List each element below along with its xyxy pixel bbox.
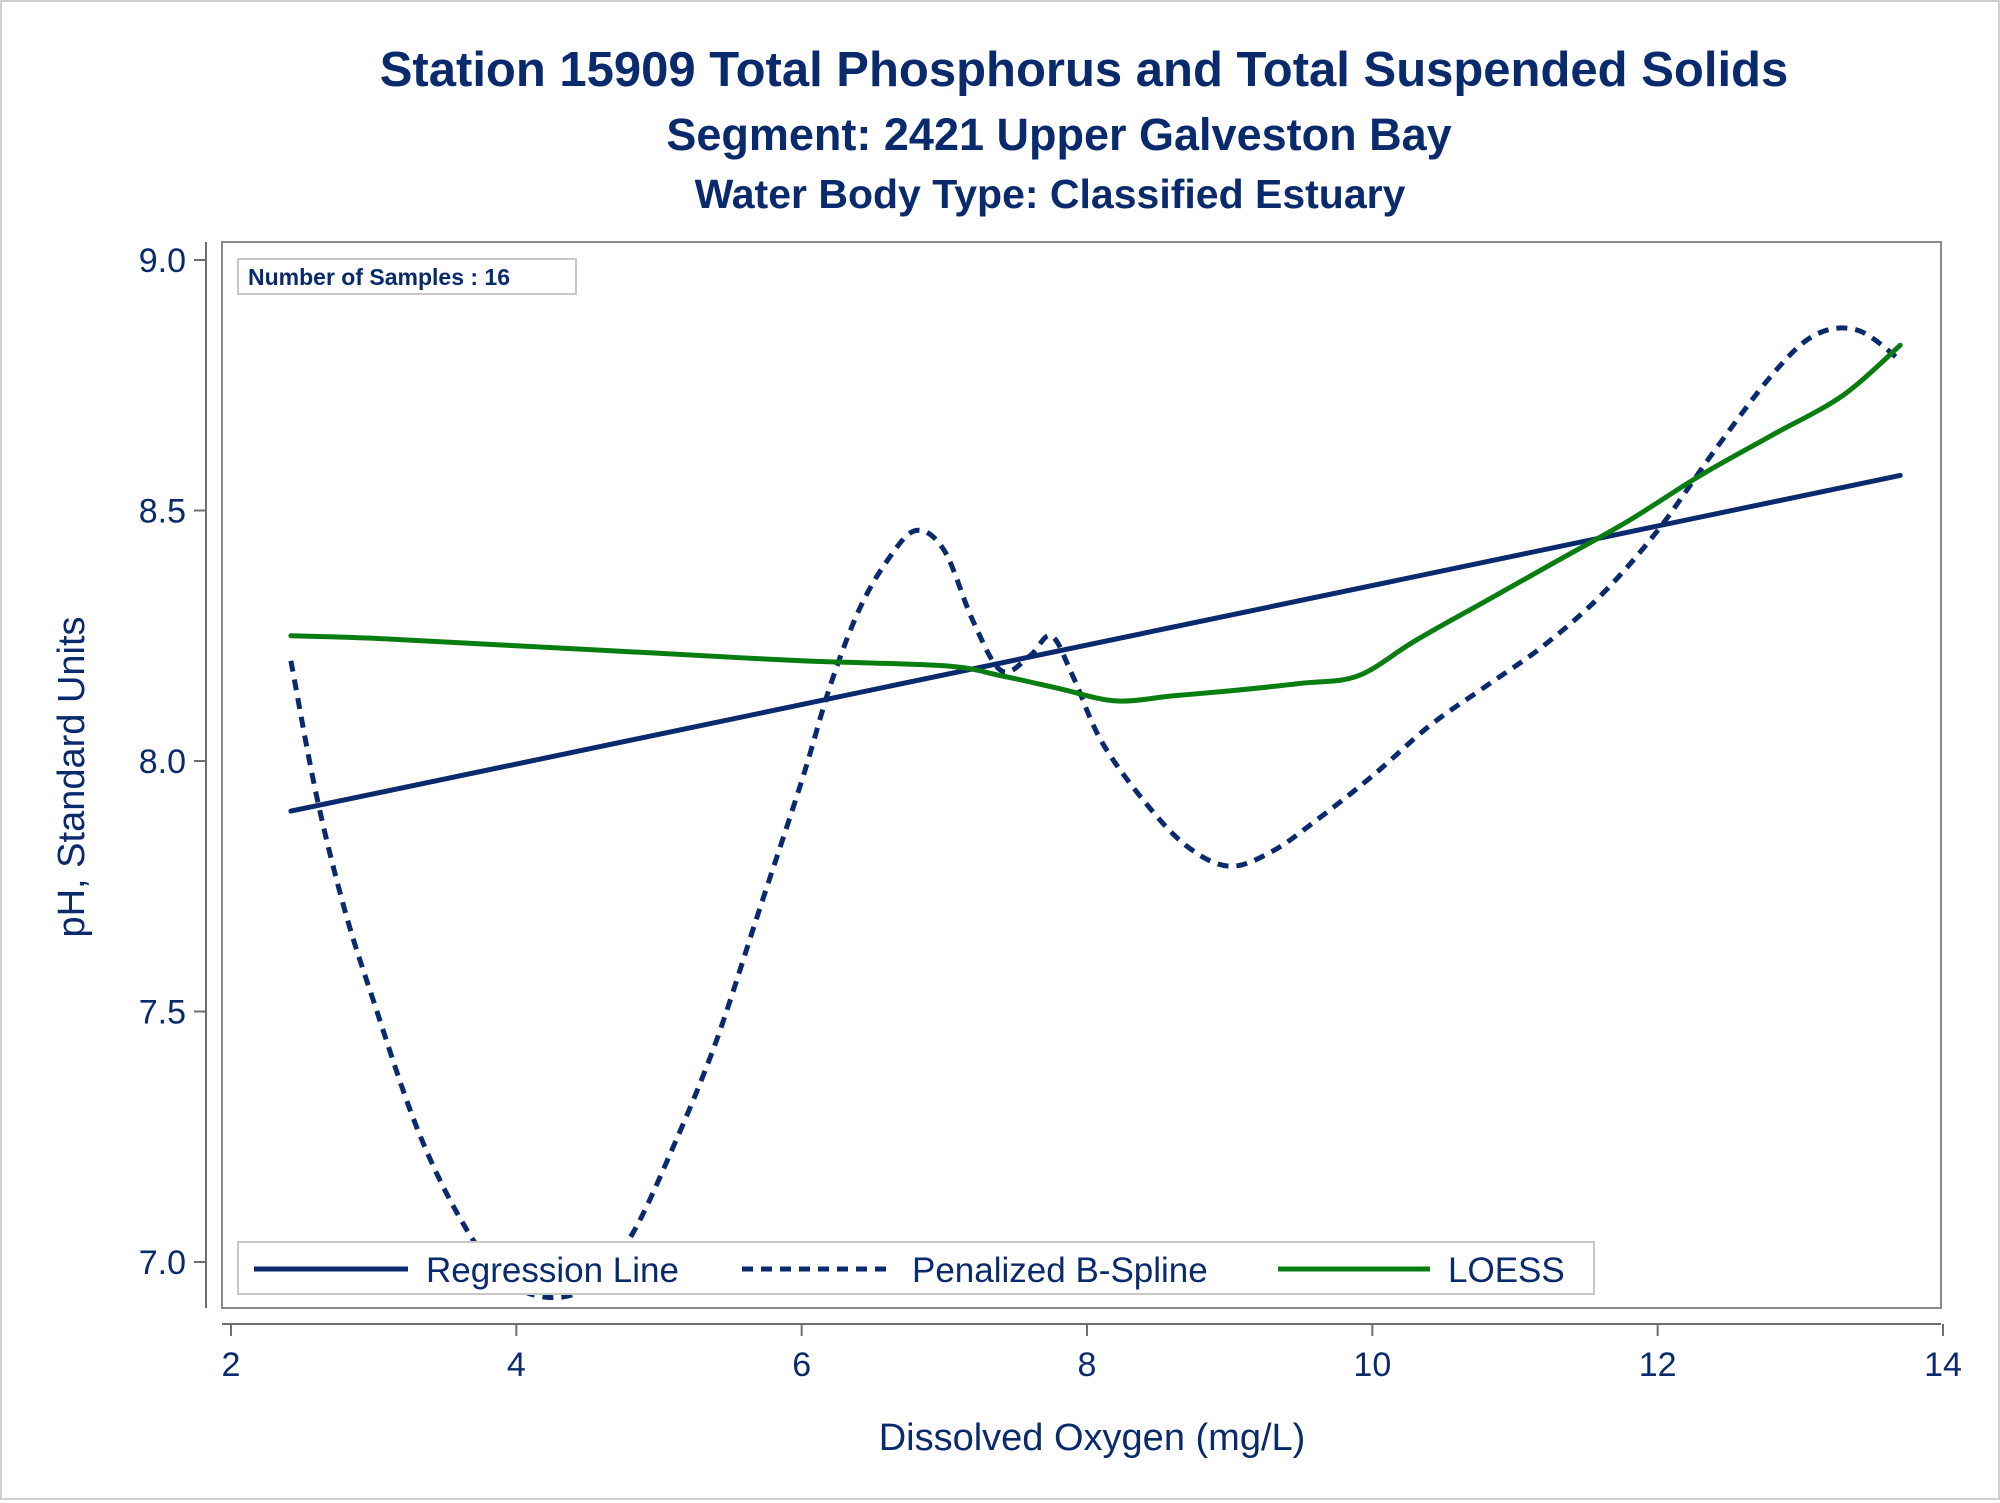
x-tick-label: 12: [1639, 1346, 1677, 1384]
plot-area: [221, 241, 1942, 1309]
y-tick-label: 8.0: [139, 743, 186, 781]
chart-title: Station 15909 Total Phosphorus and Total…: [380, 43, 1789, 97]
y-tick-label: 7.0: [139, 1244, 186, 1282]
y-axis: 7.0 7.5 8.0 8.5 9.0: [139, 242, 207, 1308]
legend-regression-line-label: Regression Line: [426, 1251, 679, 1290]
sample-count-inset: Number of Samples : 16: [237, 258, 577, 295]
x-axis: 2 4 6 8 10 12 14: [222, 1323, 1962, 1384]
series-regression-line: [288, 472, 1903, 814]
x-tick-label: 2: [222, 1346, 241, 1384]
x-tick-label: 14: [1924, 1346, 1962, 1384]
sample-count-box: [237, 258, 577, 295]
x-tick-label: 8: [1078, 1346, 1097, 1384]
x-tick-label: 4: [507, 1346, 526, 1384]
legend: Regression Line Penalized B-Spline LOESS: [237, 1241, 1595, 1295]
series-loess: [288, 342, 1903, 704]
y-tick-label: 7.5: [139, 994, 186, 1032]
y-tick-label: 8.5: [139, 493, 186, 531]
x-tick-label: 6: [792, 1346, 811, 1384]
chart-subtitle-2: Water Body Type: Classified Estuary: [695, 171, 1406, 217]
legend-loess-label: LOESS: [1448, 1251, 1565, 1290]
y-axis-label: pH, Standard Units: [51, 616, 93, 937]
sample-count-label: Number of Samples : 16: [248, 264, 510, 290]
y-tick-label: 9.0: [139, 242, 186, 280]
chart-subtitle: Segment: 2421 Upper Galveston Bay: [666, 109, 1451, 160]
legend-penalized-b-spline-label: Penalized B-Spline: [912, 1251, 1208, 1290]
x-axis-label: Dissolved Oxygen (mg/L): [879, 1417, 1306, 1459]
x-tick-label: 10: [1353, 1346, 1391, 1384]
legend-items: Regression Line Penalized B-Spline LOESS: [254, 1251, 1565, 1290]
